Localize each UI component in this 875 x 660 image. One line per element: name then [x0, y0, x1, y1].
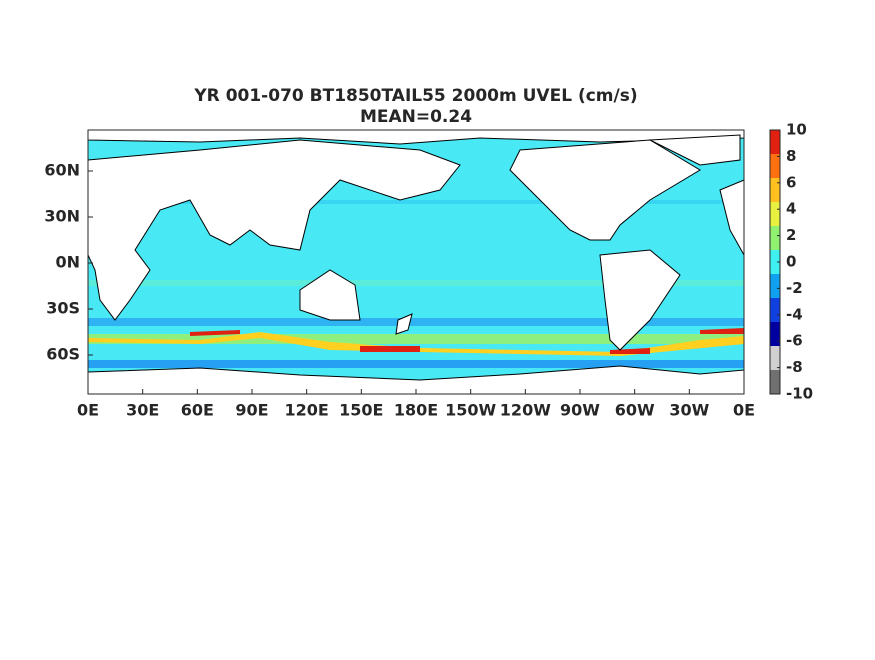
colorbar-segment	[770, 346, 780, 370]
x-tick-label: 120E	[285, 401, 329, 420]
x-tick-label: 90E	[235, 401, 268, 420]
field-band	[88, 332, 744, 356]
x-tick-label: 180E	[394, 401, 438, 420]
colorbar-label: -2	[786, 279, 803, 297]
field-band	[88, 200, 744, 204]
colorbar-segment	[770, 202, 780, 226]
y-tick-label: 60S	[46, 345, 80, 364]
colorbar-label: -8	[786, 358, 803, 376]
subtitle: MEAN=0.24	[360, 107, 472, 127]
colorbar-segment	[770, 370, 780, 394]
x-tick-label: 90W	[560, 401, 600, 420]
x-tick-label: 60E	[181, 401, 214, 420]
map	[87, 129, 745, 395]
y-tick-label: 30S	[46, 299, 80, 318]
field-band	[88, 334, 744, 344]
colorbar-segment	[770, 130, 780, 154]
y-tick-label: 60N	[44, 161, 80, 180]
colorbar-label: 8	[786, 147, 796, 165]
colorbar-label: 10	[786, 121, 807, 139]
colorbar-segment	[770, 178, 780, 202]
x-tick-label: 120W	[500, 401, 551, 420]
colorbar-segment	[770, 274, 780, 298]
x-tick-label: 150E	[339, 401, 383, 420]
title: YR 001-070 BT1850TAIL55 2000m UVEL (cm/s…	[193, 86, 637, 106]
x-tick-label: 0E	[77, 401, 99, 420]
y-tick-label: 30N	[44, 207, 80, 226]
field-band	[88, 360, 744, 368]
colorbar-segment	[770, 226, 780, 250]
colorbar-label: -4	[786, 305, 803, 323]
x-tick-label: 60W	[615, 401, 655, 420]
colorbar-segment	[770, 298, 780, 322]
x-tick-label: 0E	[733, 401, 755, 420]
colorbar-segment	[770, 322, 780, 346]
colorbar-segment	[770, 250, 780, 274]
x-tick-label: 30W	[669, 401, 709, 420]
y-tick-label: 0N	[55, 253, 80, 272]
colorbar-label: 6	[786, 173, 796, 191]
colorbar-label: 0	[786, 253, 796, 271]
colorbar-label: -10	[786, 385, 813, 403]
colorbar-segment	[770, 154, 780, 178]
colorbar-label: -6	[786, 332, 803, 350]
field-band	[88, 318, 744, 326]
colorbar-label: 4	[786, 200, 796, 218]
field-band	[88, 280, 744, 286]
x-tick-label: 150W	[445, 401, 496, 420]
x-tick-label: 30E	[126, 401, 159, 420]
colorbar-label: 2	[786, 226, 796, 244]
